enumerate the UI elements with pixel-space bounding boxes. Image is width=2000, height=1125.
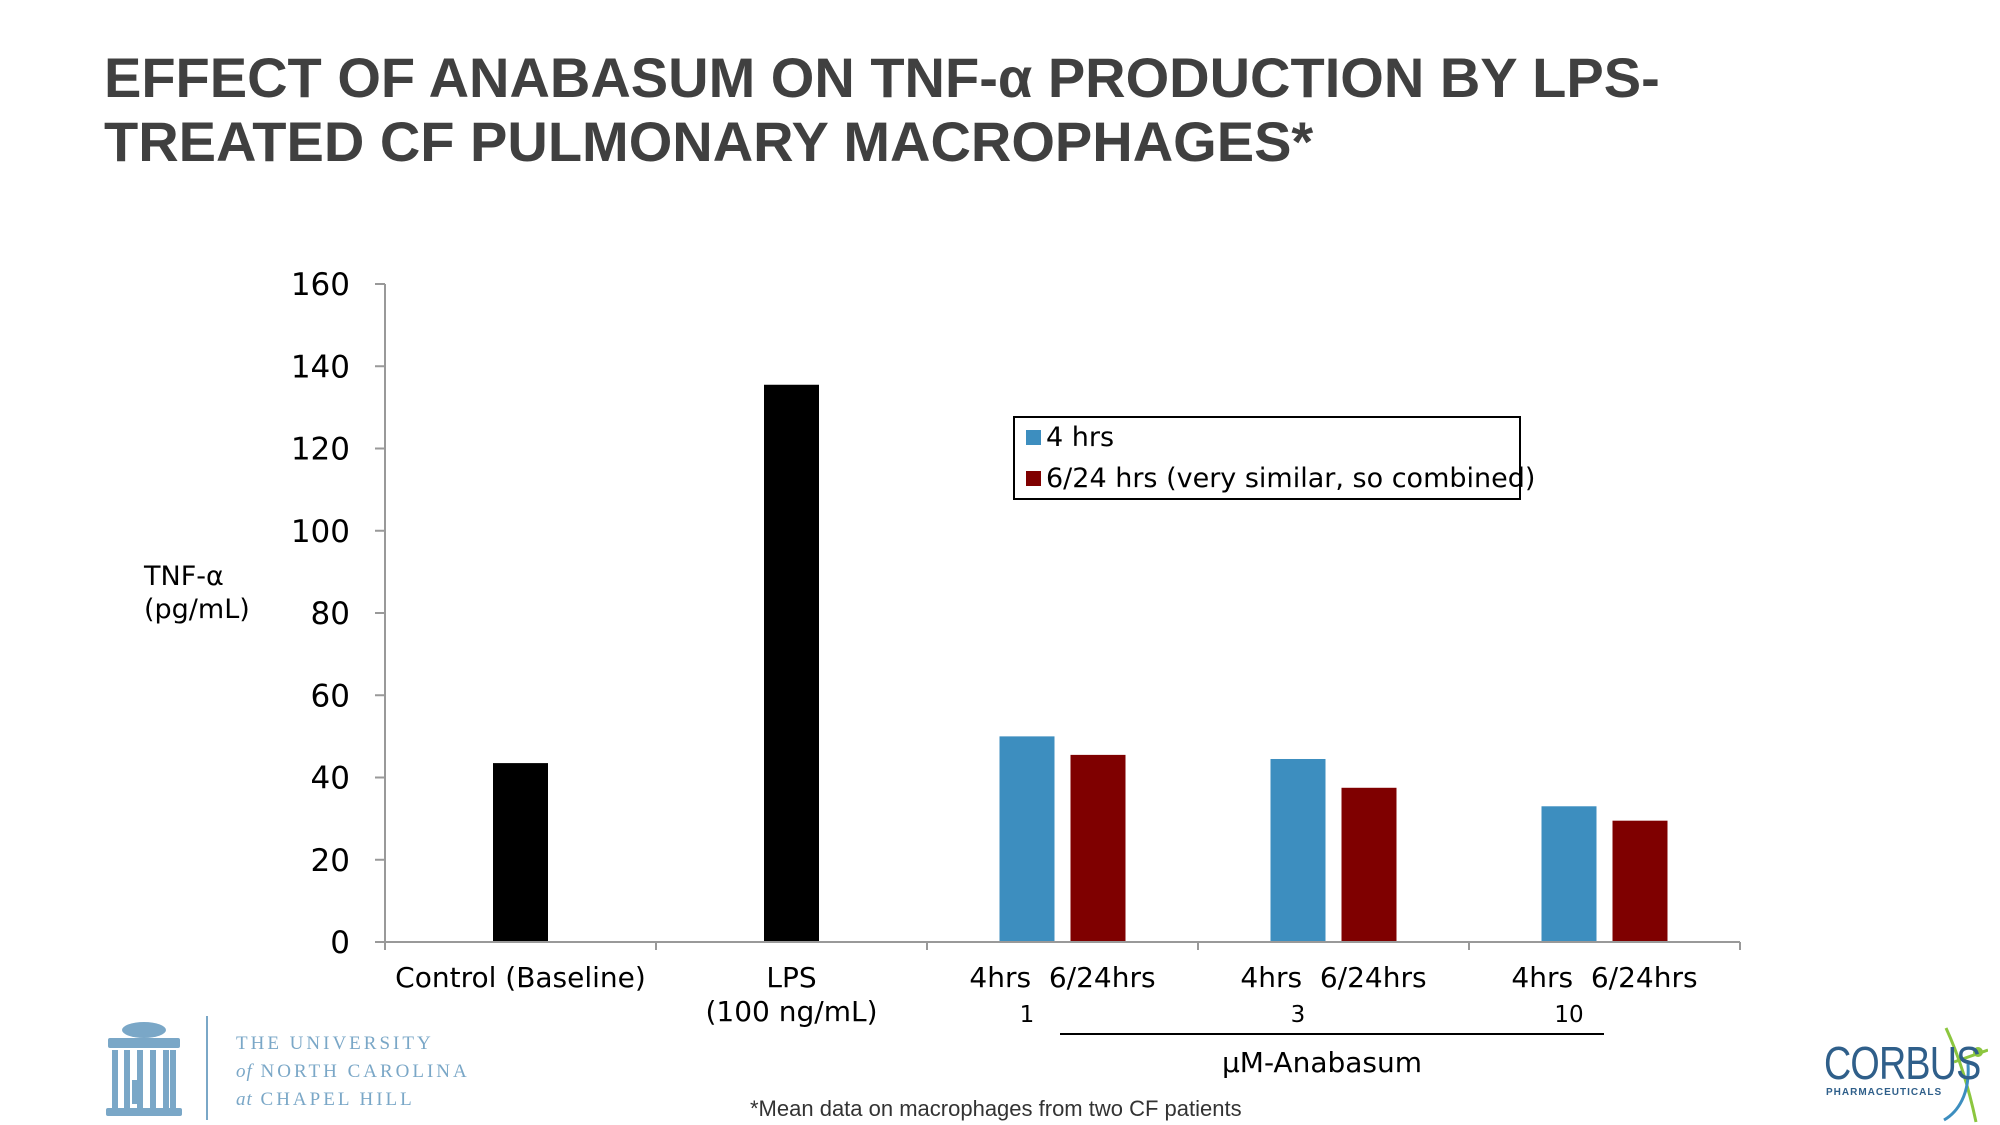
- bar: [1612, 820, 1668, 942]
- bar: [1341, 787, 1397, 942]
- x-category-label: 4hrs 6/24hrs: [969, 961, 1155, 994]
- old-well-icon: [106, 1022, 182, 1116]
- y-tick-label: 0: [330, 925, 350, 961]
- unc-line-1: THE UNIVERSITY: [236, 1033, 434, 1054]
- x-category-label: LPS: [766, 961, 816, 994]
- y-tick-label: 20: [311, 843, 350, 879]
- bar: [1070, 754, 1126, 942]
- x-category-label: Control (Baseline): [395, 961, 646, 994]
- legend-swatch-4hrs: [1026, 430, 1041, 445]
- unc-old-well-logo: [106, 1016, 208, 1120]
- y-axis-label-line2: (pg/mL): [144, 594, 250, 625]
- footnote: *Mean data on macrophages from two CF pa…: [750, 1096, 1242, 1121]
- y-tick-label: 60: [311, 678, 350, 714]
- legend-label-6-24hrs: 6/24 hrs (very similar, so combined): [1046, 463, 1535, 494]
- bar: [493, 763, 548, 942]
- x-category-sublabel: (100 ng/mL): [705, 995, 877, 1028]
- legend: 4 hrs 6/24 hrs (very similar, so combine…: [1013, 416, 1535, 500]
- y-axis: 0 20 40 60 80 100 120 140 160: [291, 267, 386, 961]
- x-dose-label: 3: [1291, 1002, 1306, 1028]
- y-tick-label: 160: [291, 267, 350, 303]
- bar: [999, 736, 1055, 942]
- y-tick-label: 120: [291, 432, 350, 468]
- legend-box: [1013, 416, 1521, 500]
- bars: [493, 384, 1668, 943]
- unc-line-3: CHAPEL HILL: [260, 1089, 415, 1110]
- x-dose-label: 1: [1020, 1002, 1035, 1028]
- dose-bracket-label: μM-Anabasum: [1222, 1046, 1422, 1079]
- y-tick-label: 80: [311, 596, 350, 632]
- corbus-logo-mark: [1943, 1027, 1988, 1123]
- legend-swatch-6-24hrs: [1026, 471, 1041, 486]
- unc-wordmark: THE UNIVERSITY of NORTH CAROLINA at CHAP…: [236, 1030, 470, 1114]
- x-dose-label: 10: [1554, 1002, 1583, 1028]
- corbus-subtitle: PHARMACEUTICALS: [1826, 1087, 1943, 1098]
- y-tick-label: 40: [311, 761, 350, 797]
- y-tick-label: 140: [291, 349, 350, 385]
- unc-line-2: NORTH CAROLINA: [260, 1061, 470, 1082]
- x-category-label: 4hrs 6/24hrs: [1511, 961, 1697, 994]
- y-axis-label-line1: TNF-α: [143, 561, 224, 592]
- unc-line-3-prefix: at: [236, 1089, 253, 1110]
- legend-label-4hrs: 4 hrs: [1046, 422, 1114, 453]
- corbus-wordmark: CORBUS: [1824, 1037, 1981, 1089]
- slide-title: EFFECT OF ANABASUM ON TNF-α PRODUCTION B…: [104, 46, 1660, 173]
- bar: [1541, 806, 1597, 942]
- bar: [1270, 758, 1326, 942]
- x-category-label: 4hrs 6/24hrs: [1240, 961, 1426, 994]
- x-axis: Control (Baseline) LPS(100 ng/mL) 4hrs 6/2…: [384, 941, 1741, 1028]
- y-tick-label: 100: [291, 514, 350, 550]
- unc-line-2-prefix: of: [236, 1061, 253, 1082]
- bar: [764, 384, 819, 943]
